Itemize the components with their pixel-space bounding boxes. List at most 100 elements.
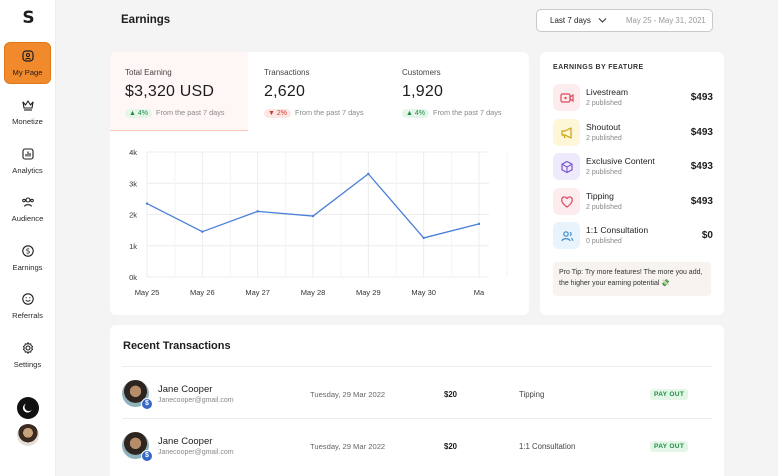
- feature-row-tipping[interactable]: Tipping 2 published $493: [553, 187, 713, 217]
- data-point[interactable]: [201, 230, 204, 233]
- stripe-coin-icon: $: [141, 450, 153, 462]
- dollar-circle-icon: $: [21, 245, 34, 257]
- feature-published-count: 2 published: [586, 169, 622, 177]
- sidebar-item-earnings[interactable]: $ Earnings: [4, 238, 51, 280]
- chevron-down-icon: [598, 18, 607, 23]
- transaction-date: Tuesday, 29 Mar 2022: [310, 442, 386, 451]
- users-icon: [21, 197, 34, 207]
- pro-tip: Pro Tip: Try more features! The more you…: [553, 262, 711, 296]
- change-badge-down: ▼ 2%: [264, 109, 291, 118]
- transaction-amount: $20: [444, 442, 458, 451]
- feature-row-1-1-consultation[interactable]: 1:1 Consultation 0 published $0: [553, 221, 713, 251]
- bar-chart-icon: [21, 148, 34, 160]
- sidebar-item-label: Earnings: [12, 263, 43, 272]
- sidebar-item-monetize[interactable]: Monetize: [4, 92, 51, 134]
- feature-name: Livestream: [586, 87, 629, 97]
- transaction-amount: $20: [444, 390, 458, 399]
- y-tick-label: 4k: [129, 148, 137, 157]
- x-tick-label: May 27: [245, 288, 270, 297]
- feature-amount: $493: [690, 92, 713, 103]
- sidebar-item-settings[interactable]: Settings: [4, 335, 51, 377]
- sidebar-item-audience[interactable]: Audience: [4, 189, 51, 231]
- sidebar-item-label: My Page: [12, 68, 43, 77]
- people-icon-badge: [553, 222, 580, 250]
- stats-card: Total Earning $3,320 USD ▲ 4% From the pa…: [110, 52, 529, 315]
- date-range-display[interactable]: May 25 - May 31, 2021: [620, 9, 713, 32]
- cube-icon: [561, 161, 573, 174]
- data-point[interactable]: [145, 202, 149, 205]
- stripe-coin-icon: $: [141, 398, 153, 410]
- feature-published-count: 2 published: [586, 100, 622, 107]
- feature-amount: $493: [690, 161, 713, 173]
- stat-transactions: Transactions 2,620 ▼ 2% From the past 7 d…: [249, 52, 387, 131]
- x-tick-label: May 25: [135, 288, 160, 297]
- user-square-icon: [21, 50, 34, 62]
- video-icon-badge: [553, 84, 580, 111]
- stat-label: Total Earning: [125, 68, 172, 77]
- svg-text:$: $: [25, 247, 30, 256]
- feature-amount: $493: [690, 195, 713, 207]
- date-range-label: Last 7 days: [550, 16, 591, 25]
- stat-label: Transactions: [264, 68, 310, 77]
- customer-name: Jane Cooper: [158, 436, 213, 447]
- table-row[interactable]: $ Jane Cooper Janecooper@gmail.com Tuesd…: [122, 366, 712, 418]
- sidebar-item-label: Analytics: [12, 166, 43, 175]
- data-point[interactable]: [311, 214, 315, 218]
- section-title: Recent Transactions: [123, 340, 231, 352]
- stat-label: Customers: [402, 68, 441, 77]
- stat-value: 2,620: [264, 83, 306, 100]
- sidebar-item-my-page[interactable]: My Page: [4, 42, 51, 84]
- feature-published-count: 2 published: [586, 134, 622, 142]
- customer-email: Janecooper@gmail.com: [158, 449, 234, 456]
- moon-icon: [22, 403, 32, 413]
- sidebar-item-referrals[interactable]: Referrals: [4, 286, 51, 328]
- y-tick-label: 0k: [129, 273, 137, 282]
- stat-customers: Customers 1,920 ▲ 4% From the past 7 days: [387, 52, 525, 131]
- change-badge-up: ▲ 4%: [402, 109, 429, 118]
- crown-icon: [21, 100, 34, 111]
- x-tick-label: May 29: [356, 288, 381, 297]
- user-avatar[interactable]: [17, 424, 39, 446]
- page-title: Earnings: [121, 14, 171, 26]
- sidebar-item-label: Referrals: [12, 311, 43, 320]
- status-badge: PAY OUT: [650, 441, 689, 452]
- stat-value: $3,320 USD: [125, 83, 215, 100]
- data-point[interactable]: [422, 236, 425, 240]
- x-tick-label: May 28: [301, 288, 326, 297]
- heart-icon-badge: [553, 187, 580, 215]
- data-point[interactable]: [477, 222, 481, 226]
- customer-email: Janecooper@gmail.com: [158, 397, 234, 404]
- app-logo[interactable]: S: [22, 8, 34, 28]
- people-icon: [561, 231, 574, 242]
- cube-icon-badge: [553, 153, 580, 181]
- sidebar-item-label: Audience: [11, 214, 44, 223]
- date-range-dropdown[interactable]: Last 7 days: [536, 9, 621, 32]
- data-point[interactable]: [256, 210, 259, 213]
- feature-published-count: 2 published: [586, 203, 622, 211]
- sidebar-item-label: Settings: [13, 360, 42, 369]
- earnings-by-feature-card: EARNINGS BY FEATURE Livestream 2 publish…: [540, 52, 724, 315]
- stat-note: From the past 7 days: [433, 108, 502, 117]
- dark-mode-toggle[interactable]: [17, 397, 39, 419]
- feature-name: Shoutout: [586, 121, 621, 132]
- stat-value: 1,920: [402, 83, 444, 100]
- stat-note: From the past 7 days: [156, 108, 225, 117]
- sidebar-item-analytics[interactable]: Analytics: [4, 141, 51, 183]
- feature-name: 1:1 Consultation: [586, 225, 649, 236]
- y-tick-label: 3k: [129, 179, 137, 188]
- x-tick-label: May 30: [411, 288, 436, 297]
- feature-name: Exclusive Content: [586, 156, 655, 167]
- feature-row-exclusive-content[interactable]: Exclusive Content 2 published $493: [553, 152, 713, 182]
- stat-total-earning: Total Earning $3,320 USD ▲ 4% From the pa…: [110, 52, 248, 131]
- sidebar-item-label: Monetize: [12, 117, 43, 126]
- table-row[interactable]: $ Jane Cooper Janecooper@gmail.com Tuesd…: [122, 418, 712, 470]
- transaction-type: Tipping: [519, 390, 545, 399]
- feature-row-shoutout[interactable]: Shoutout 2 published $493: [553, 118, 713, 148]
- recent-transactions-card: Recent Transactions $ Jane Cooper Janeco…: [110, 325, 724, 476]
- x-tick-label: Ma: [474, 288, 485, 297]
- feature-row-livestream[interactable]: Livestream 2 published $493: [553, 83, 713, 113]
- feature-amount: $493: [690, 126, 713, 138]
- megaphone-icon-badge: [553, 118, 580, 146]
- data-point[interactable]: [367, 172, 370, 176]
- smile-icon: [21, 293, 34, 305]
